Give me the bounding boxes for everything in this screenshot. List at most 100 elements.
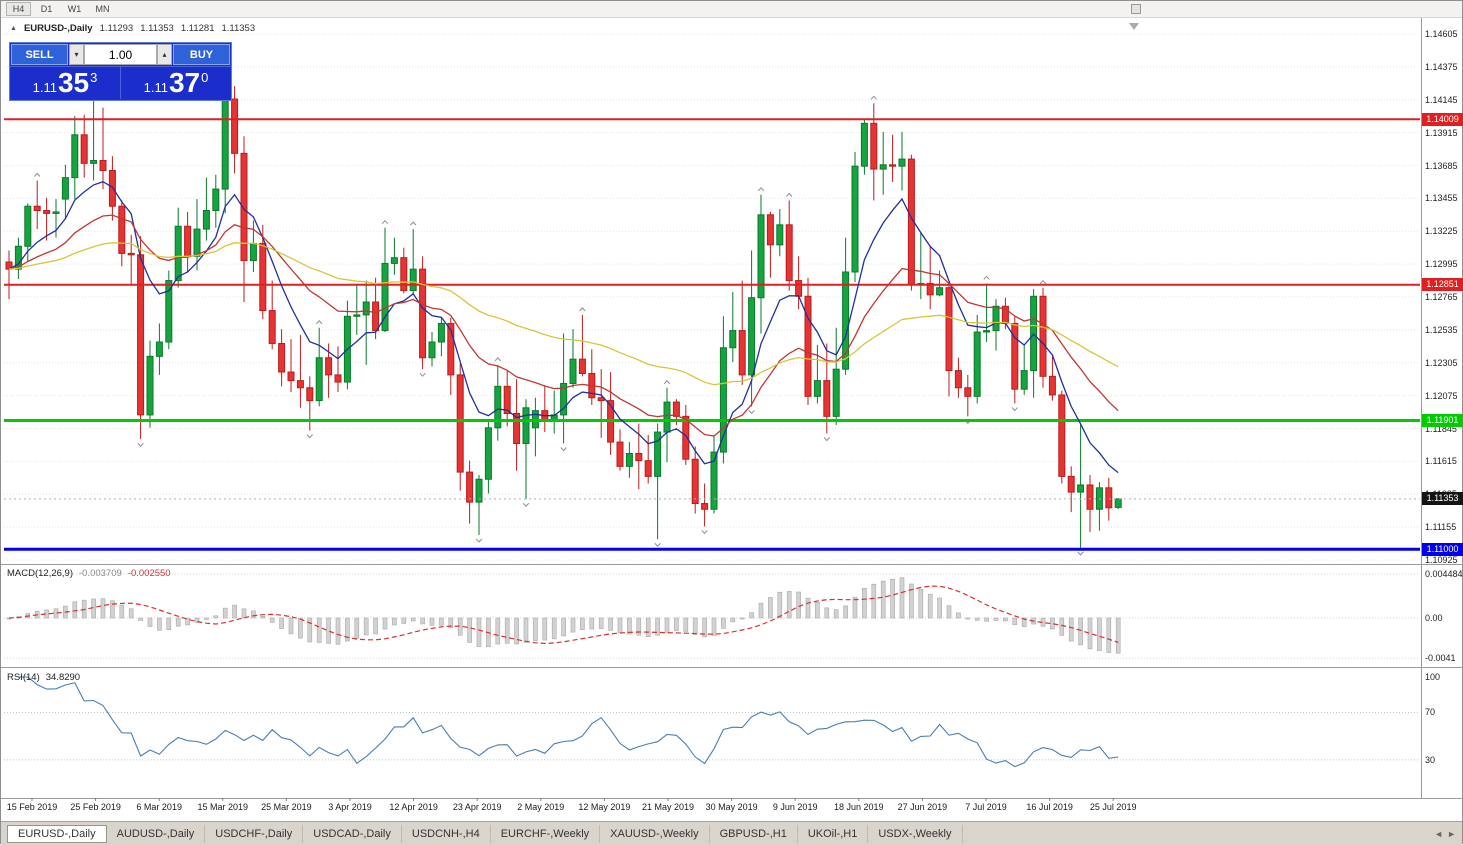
tabs-scroll-right-icon[interactable]: ►	[1447, 828, 1456, 839]
candle	[663, 401, 671, 433]
chart-tab-2[interactable]: USDCHF-,Daily	[205, 824, 304, 843]
candle	[137, 254, 145, 416]
candle	[973, 331, 981, 397]
ohlc-open: 1.11293	[99, 22, 134, 34]
candle	[513, 412, 521, 445]
toolbar-window-icon[interactable]	[1131, 4, 1141, 14]
candle	[193, 228, 201, 257]
candle	[494, 385, 502, 429]
candle	[945, 287, 953, 372]
candle	[804, 295, 812, 397]
candle	[1105, 487, 1113, 509]
candle	[127, 252, 135, 256]
horizontal-level-lines[interactable]	[4, 118, 1420, 551]
candle	[1011, 322, 1019, 390]
candle	[644, 460, 652, 477]
candle	[33, 205, 41, 212]
candle	[710, 451, 718, 510]
candle	[306, 387, 314, 402]
candle	[118, 205, 126, 254]
one-click-collapse-icon[interactable]: ▲	[10, 24, 17, 32]
chart-tab-4[interactable]: USDCNH-,H4	[402, 824, 491, 843]
candle	[362, 301, 370, 316]
candle	[635, 453, 643, 462]
candle	[240, 152, 248, 262]
timeframe-button-h4[interactable]: H4	[6, 2, 31, 16]
candle	[522, 407, 530, 445]
volume-decrease-icon[interactable]: ▾	[69, 44, 84, 65]
candle	[992, 305, 1000, 332]
candle	[701, 503, 709, 510]
candle	[409, 268, 417, 292]
chart-tab-1[interactable]: AUDUSD-,Daily	[107, 824, 206, 843]
candle	[80, 134, 88, 164]
candle	[315, 357, 323, 402]
chart-tab-3[interactable]: USDCAD-,Daily	[303, 824, 402, 843]
rsi-line	[18, 676, 1119, 768]
volume-stepper: ▾ ▴	[69, 44, 172, 65]
candle	[372, 301, 380, 332]
candle	[278, 342, 286, 373]
candle	[146, 355, 154, 416]
timeframe-button-w1[interactable]: W1	[62, 2, 87, 16]
candle	[766, 214, 774, 246]
candle	[1039, 295, 1047, 377]
candle	[287, 371, 295, 382]
candle	[174, 225, 182, 282]
candle	[1067, 475, 1075, 493]
sell-price-pips: 35	[57, 67, 90, 98]
chart-tabs: EURUSD-,Daily AUDUSD-,Daily USDCHF-,Daily U…	[7, 824, 963, 843]
macd-signal-line	[8, 585, 1119, 645]
ohlc-close: 1.11353	[221, 22, 256, 34]
candle	[249, 242, 257, 262]
chart-tab-5[interactable]: EURCHF-,Weekly	[491, 824, 601, 843]
buy-button[interactable]: BUY	[173, 44, 230, 65]
sell-price-prefix: 1.11	[32, 80, 57, 95]
candle	[447, 322, 455, 376]
candle	[334, 374, 342, 383]
timeframe-toolbar: H4 D1 W1 MN	[1, 1, 1462, 18]
candle	[795, 280, 803, 297]
candle	[776, 224, 784, 246]
candle	[5, 261, 13, 270]
ohlc-low: 1.11281	[180, 22, 215, 34]
candle	[475, 478, 483, 503]
candle	[428, 341, 436, 359]
chart-tab-0[interactable]: EURUSD-,Daily	[7, 824, 107, 843]
fractal-markers	[34, 44, 1084, 556]
sell-price-display[interactable]: 1.11 35 3	[10, 67, 121, 99]
volume-increase-icon[interactable]: ▴	[157, 44, 172, 65]
chart-tab-8[interactable]: UKOil-,H1	[798, 824, 869, 843]
chart-tab-9[interactable]: USDX-,Weekly	[868, 824, 963, 843]
chart-symbol-title: EURUSD-,Daily	[23, 22, 93, 34]
tabs-scroll-left-icon[interactable]: ◄	[1434, 828, 1444, 839]
buy-price-display[interactable]: 1.11 37 0	[121, 67, 231, 99]
candle	[221, 98, 229, 190]
chart-title-row: ▲ EURUSD-,Daily 1.11293 1.11353 1.11281 …	[10, 22, 255, 34]
candle	[964, 387, 972, 397]
candle	[1077, 484, 1085, 493]
candle	[400, 257, 408, 292]
candle	[381, 262, 389, 332]
candle	[437, 322, 445, 343]
timeframe-button-mn[interactable]: MN	[90, 2, 115, 16]
chart-shift-marker-icon[interactable]	[1129, 23, 1139, 30]
candle	[1058, 394, 1066, 477]
candle	[889, 164, 897, 167]
candle	[785, 224, 793, 282]
chart-tab-6[interactable]: XAUUSD-,Weekly	[600, 824, 710, 843]
candle	[503, 385, 511, 414]
buy-price-pips: 37	[168, 67, 201, 98]
sell-button[interactable]: SELL	[11, 44, 68, 65]
volume-input[interactable]	[84, 44, 157, 65]
candle	[212, 188, 220, 212]
candle	[898, 158, 906, 167]
candle	[202, 210, 210, 230]
one-click-trading-panel: SELL ▾ ▴ BUY 1.11 35 3 1.11 37 0	[9, 42, 232, 101]
timeframe-button-d1[interactable]: D1	[34, 2, 59, 16]
chart-tabs-bar: EURUSD-,Daily AUDUSD-,Daily USDCHF-,Daily U…	[1, 821, 1462, 845]
candle	[719, 347, 727, 453]
chart-tab-7[interactable]: GBPUSD-,H1	[710, 824, 798, 843]
